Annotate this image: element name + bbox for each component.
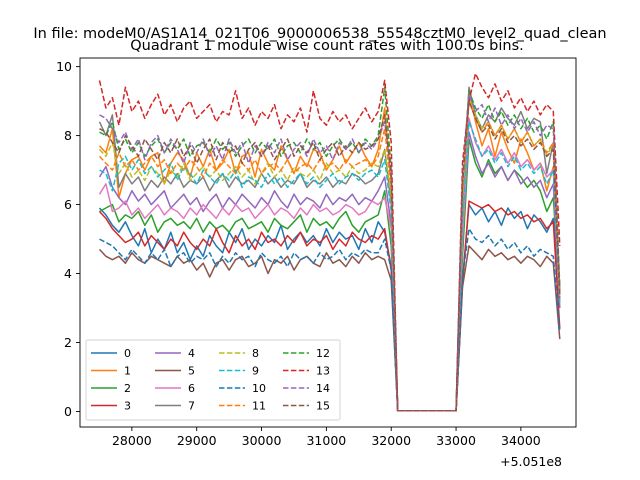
legend-label-13: 13 [316,365,330,378]
y-tick-label: 8 [64,128,72,143]
legend-label-11: 11 [252,400,266,413]
y-tick-label: 0 [64,404,72,419]
y-tick-label: 6 [64,197,72,212]
legend-label-3: 3 [124,400,131,413]
legend-label-10: 10 [252,382,266,395]
legend-label-15: 15 [316,400,330,413]
legend-label-1: 1 [124,365,131,378]
series-line-13 [98,72,561,412]
legend-label-4: 4 [188,347,195,360]
x-tick-label: 29000 [177,433,217,448]
series-line-8 [98,96,561,412]
legend-label-8: 8 [252,347,259,360]
legend-box [85,339,341,421]
legend-label-6: 6 [188,382,195,395]
series-line-14 [99,93,561,412]
series-layer [98,72,561,412]
series-line-6 [98,117,561,412]
y-tick-label: 2 [64,335,72,350]
series-line-2 [99,138,561,412]
y-tick-label: 4 [64,266,72,281]
x-tick-label: 30000 [242,433,282,448]
axes [79,57,577,428]
series-line-12 [99,86,561,412]
series-line-9 [99,121,561,412]
x-tick-label: 31000 [306,433,346,448]
legend-label-0: 0 [124,347,131,360]
series-line-3 [98,200,561,412]
figure-suptitle: In file: modeM0/AS1A14_021T06_9000006538… [33,26,606,42]
legend-label-9: 9 [252,365,259,378]
y-tick-label: 10 [56,59,72,74]
x-tick-label: 32000 [371,433,411,448]
series-line-10 [99,227,561,412]
legend-label-12: 12 [316,347,330,360]
x-axis-offset-label: +5.051e8 [500,454,562,469]
x-tick-label: 33000 [436,433,476,448]
axes-frame [79,57,577,428]
x-tick-label: 28000 [112,433,152,448]
x-tick-label: 34000 [501,433,541,448]
series-line-7 [98,86,561,412]
series-line-15 [99,100,561,412]
ticks: 28000 29000 30000 31000 32000 33000 34000 0 2 4 6 8… [56,59,541,448]
legend-label-5: 5 [188,365,195,378]
legend-label-7: 7 [188,400,195,413]
chart-title: Quadrant 1 module wise count rates with … [130,38,524,54]
series-line-4 [98,131,561,412]
legend-label-2: 2 [124,382,131,395]
series-line-0 [98,203,561,412]
legend-label-14: 14 [316,382,330,395]
